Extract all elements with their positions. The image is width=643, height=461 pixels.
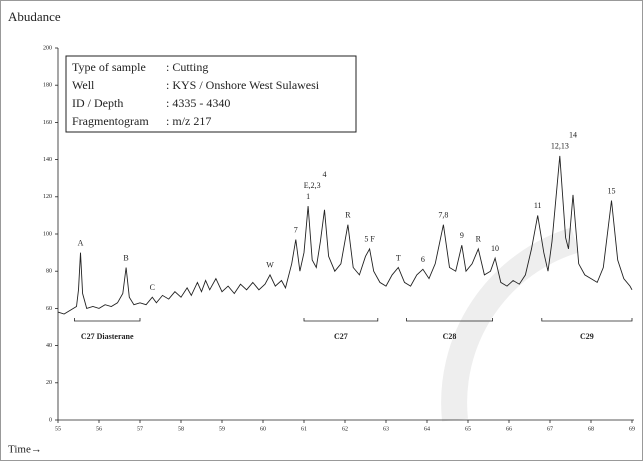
bracket-label: C28 bbox=[443, 332, 457, 341]
peak-label: T bbox=[396, 253, 401, 262]
x-tick-label: 58 bbox=[178, 426, 184, 432]
peak-label: W bbox=[266, 261, 274, 270]
peak-label: A bbox=[78, 238, 84, 247]
y-tick-label: 40 bbox=[46, 343, 52, 349]
peak-label: R bbox=[345, 211, 351, 220]
x-tick-label: 56 bbox=[96, 426, 102, 432]
x-tick-label: 55 bbox=[55, 426, 61, 432]
info-label: ID / Depth bbox=[72, 96, 123, 110]
y-tick-label: 180 bbox=[43, 83, 52, 89]
info-value: : m/z 217 bbox=[166, 114, 211, 128]
y-tick-label: 60 bbox=[46, 306, 52, 312]
info-value: : KYS / Onshore West Sulawesi bbox=[166, 78, 320, 92]
chart-title: Abudance bbox=[8, 9, 61, 24]
peak-label: 10 bbox=[491, 244, 499, 253]
info-value: : Cutting bbox=[166, 60, 208, 74]
x-tick-label: 68 bbox=[588, 426, 594, 432]
info-label: Fragmentogram bbox=[72, 114, 149, 128]
bracket-label: C29 bbox=[580, 332, 594, 341]
bracket bbox=[541, 318, 633, 322]
x-tick-label: 59 bbox=[219, 426, 225, 432]
bracket-label: C27 Diasterane bbox=[81, 332, 134, 341]
x-tick-label: 57 bbox=[137, 426, 143, 432]
watermark bbox=[441, 227, 579, 422]
y-tick-label: 0 bbox=[49, 417, 52, 423]
y-tick-label: 140 bbox=[43, 157, 52, 163]
info-value: : 4335 - 4340 bbox=[166, 96, 230, 110]
peak-label: B bbox=[123, 253, 128, 262]
peak-label: C bbox=[150, 283, 155, 292]
peak-label: 4 bbox=[323, 170, 327, 179]
peak-label: R bbox=[476, 235, 482, 244]
trace bbox=[57, 155, 633, 315]
x-axis-label: Time→ bbox=[8, 444, 42, 456]
y-tick-label: 160 bbox=[43, 120, 52, 126]
peak-label: 7 bbox=[294, 225, 298, 234]
y-tick-label: 120 bbox=[43, 194, 52, 200]
bracket-label: C27 bbox=[334, 332, 348, 341]
peak-label: 7,8 bbox=[438, 211, 448, 220]
y-tick-label: 100 bbox=[43, 231, 52, 237]
peak-label: 9 bbox=[460, 231, 464, 240]
x-tick-label: 62 bbox=[342, 426, 348, 432]
y-tick-label: 80 bbox=[46, 269, 52, 275]
x-tick-label: 69 bbox=[629, 426, 635, 432]
peak-label: 12,13 bbox=[551, 142, 569, 151]
x-tick-label: 60 bbox=[260, 426, 266, 432]
info-label: Type of sample bbox=[72, 60, 146, 74]
bracket bbox=[406, 318, 493, 322]
peak-label: 14 bbox=[569, 131, 577, 140]
x-tick-label: 65 bbox=[465, 426, 471, 432]
x-tick-label: 63 bbox=[383, 426, 389, 432]
x-tick-label: 67 bbox=[547, 426, 553, 432]
x-tick-label: 61 bbox=[301, 426, 307, 432]
peak-label: 5 F bbox=[364, 235, 375, 244]
y-tick-label: 20 bbox=[46, 380, 52, 386]
bracket bbox=[303, 318, 379, 322]
x-tick-label: 64 bbox=[424, 426, 430, 432]
peak-label: E,2,3 bbox=[304, 181, 321, 190]
peak-label: 15 bbox=[608, 186, 616, 195]
info-box bbox=[65, 55, 357, 133]
bracket bbox=[74, 318, 141, 322]
peak-label: 1 bbox=[306, 192, 310, 201]
peak-label: 11 bbox=[534, 201, 542, 210]
y-tick-label: 200 bbox=[43, 45, 52, 51]
x-tick-label: 66 bbox=[506, 426, 512, 432]
info-label: Well bbox=[72, 78, 95, 92]
peak-label: 6 bbox=[421, 255, 425, 264]
